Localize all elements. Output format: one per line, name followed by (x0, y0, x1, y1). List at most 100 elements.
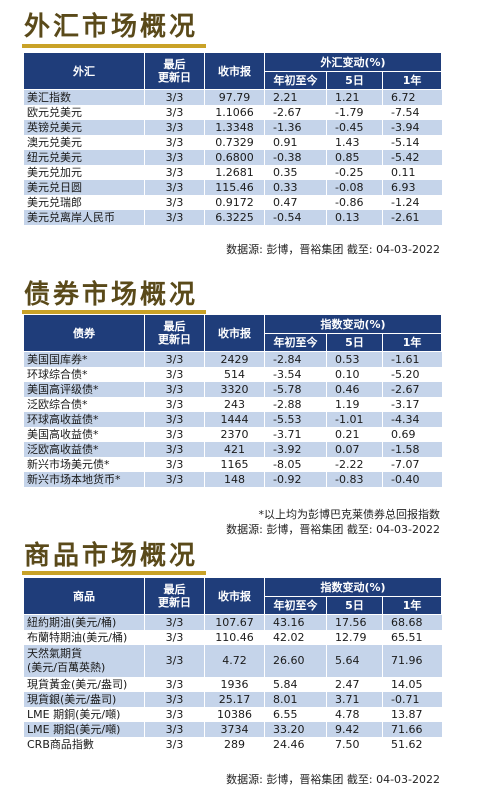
row-5d: 1.43 (326, 135, 383, 150)
commodity-title: 商品市场概况 (24, 541, 199, 571)
row-1y: -1.58 (381, 442, 442, 457)
row-date: 3/3 (144, 722, 205, 737)
col-header-name: 外汇 (23, 52, 145, 90)
commodity-table-header: 商品 最后 更新日 收市报 指数变动(%) 年初至今 5日 1年 (23, 577, 443, 615)
fx-table: 外汇 最后 更新日 收市报 外汇变动(%) 年初至今 5日 1年 美汇指数 3/3 97.79 2.… (23, 52, 443, 225)
row-5d: -0.45 (326, 120, 383, 135)
row-1y: 51.62 (381, 737, 442, 752)
col-header-5d: 5日 (326, 71, 383, 90)
row-date: 3/3 (144, 89, 205, 105)
row-close: 1936 (204, 677, 265, 692)
row-1y: -7.07 (381, 457, 442, 472)
row-date: 3/3 (144, 120, 205, 135)
row-date: 3/3 (144, 442, 205, 457)
row-1y: 6.93 (381, 180, 442, 195)
row-5d: 1.21 (326, 89, 383, 105)
row-5d: -1.01 (326, 412, 383, 427)
row-close: 6.3225 (204, 210, 265, 225)
row-date: 3/3 (144, 397, 205, 412)
bond-title-underline (22, 310, 206, 314)
table-row: 天然氣期貨 (美元/百萬英熱) 3/3 4.72 26.60 5.64 71.96 (23, 645, 442, 677)
row-close: 421 (204, 442, 265, 457)
row-date: 3/3 (144, 150, 205, 165)
row-date: 3/3 (144, 367, 205, 382)
table-row: 环球高收益债* 3/3 1444 -5.53 -1.01 -4.34 (23, 412, 442, 427)
row-close: 1.3348 (204, 120, 265, 135)
row-5d: 7.50 (326, 737, 383, 752)
row-1y: -0.40 (381, 472, 442, 487)
table-row: 美元兑瑞郎 3/3 0.9172 0.47 -0.86 -1.24 (23, 195, 442, 210)
row-ytd: 33.20 (264, 722, 327, 737)
bond-title: 债券市场概况 (24, 280, 199, 310)
row-5d: -0.08 (326, 180, 383, 195)
row-name: 美元兑瑞郎 (23, 195, 145, 210)
col-header-5d: 5日 (326, 333, 383, 352)
fx-table-header: 外汇 最后 更新日 收市报 外汇变动(%) 年初至今 5日 1年 (23, 52, 443, 90)
row-1y: 68.68 (381, 614, 442, 630)
row-1y: 71.96 (381, 645, 442, 677)
fx-source: 数据源: 彭博，晋裕集团 截至: 04-03-2022 (226, 243, 440, 256)
row-ytd: 8.01 (264, 692, 327, 707)
table-row: 新兴市场本地货币* 3/3 148 -0.92 -0.83 -0.40 (23, 472, 442, 487)
row-name: 布蘭特期油(美元/桶) (23, 630, 145, 645)
row-1y: -2.61 (381, 210, 442, 225)
row-5d: 0.53 (326, 351, 383, 367)
row-close: 514 (204, 367, 265, 382)
table-row: 泛欧综合债* 3/3 243 -2.88 1.19 -3.17 (23, 397, 442, 412)
row-name: LME 期鋁(美元/噸) (23, 722, 145, 737)
row-5d: 0.46 (326, 382, 383, 397)
row-close: 10386 (204, 707, 265, 722)
row-1y: 65.51 (381, 630, 442, 645)
row-1y: -3.17 (381, 397, 442, 412)
bond-section: 债券市场概况 债券 最后 更新日 收市报 指数变动(%) 年初至今 5日 1年 美国国库券* 3… (0, 270, 478, 540)
row-close: 97.79 (204, 89, 265, 105)
table-row: 美国高评级债* 3/3 3320 -5.78 0.46 -2.67 (23, 382, 442, 397)
row-5d: 5.64 (326, 645, 383, 677)
row-ytd: 5.84 (264, 677, 327, 692)
table-row: 纽元兑美元 3/3 0.6800 -0.38 0.85 -5.42 (23, 150, 442, 165)
row-close: 4.72 (204, 645, 265, 677)
row-date: 3/3 (144, 614, 205, 630)
table-row: CRB商品指數 3/3 289 24.46 7.50 51.62 (23, 737, 442, 752)
row-ytd: -3.71 (264, 427, 327, 442)
table-row: 紐約期油(美元/桶) 3/3 107.67 43.16 17.56 68.68 (23, 614, 442, 630)
row-ytd: -0.54 (264, 210, 327, 225)
row-close: 3734 (204, 722, 265, 737)
row-close: 1165 (204, 457, 265, 472)
table-row: 現貨銀(美元/盎司) 3/3 25.17 8.01 3.71 -0.71 (23, 692, 442, 707)
row-date: 3/3 (144, 677, 205, 692)
row-5d: -0.86 (326, 195, 383, 210)
row-1y: -2.67 (381, 382, 442, 397)
row-ytd: -0.92 (264, 472, 327, 487)
row-date: 3/3 (144, 105, 205, 120)
row-name: 美元兑日圆 (23, 180, 145, 195)
row-1y: -0.71 (381, 692, 442, 707)
row-5d: 0.13 (326, 210, 383, 225)
col-header-change-group: 外汇变动(%) (263, 52, 443, 72)
col-header-updated: 最后 更新日 (144, 577, 205, 615)
row-name: 环球综合债* (23, 367, 145, 382)
col-header-change-group: 指数变动(%) (263, 577, 443, 597)
table-row: 現貨黃金(美元/盎司) 3/3 1936 5.84 2.47 14.05 (23, 677, 442, 692)
row-date: 3/3 (144, 630, 205, 645)
row-date: 3/3 (144, 707, 205, 722)
fx-section: 外汇市场概况 外汇 最后 更新日 收市报 外汇变动(%) 年初至今 5日 1年 美汇指数 3/3… (0, 0, 478, 260)
row-ytd: -3.92 (264, 442, 327, 457)
row-date: 3/3 (144, 645, 205, 677)
row-5d: 0.10 (326, 367, 383, 382)
table-row: 美元兑离岸人民币 3/3 6.3225 -0.54 0.13 -2.61 (23, 210, 442, 225)
table-row: LME 期銅(美元/噸) 3/3 10386 6.55 4.78 13.87 (23, 707, 442, 722)
row-ytd: -3.54 (264, 367, 327, 382)
row-5d: -2.22 (326, 457, 383, 472)
col-header-1y: 1年 (381, 333, 443, 352)
row-5d: 1.19 (326, 397, 383, 412)
row-close: 25.17 (204, 692, 265, 707)
table-row: LME 期鋁(美元/噸) 3/3 3734 33.20 9.42 71.66 (23, 722, 442, 737)
row-close: 2429 (204, 351, 265, 367)
row-1y: -1.24 (381, 195, 442, 210)
row-ytd: -0.38 (264, 150, 327, 165)
table-row: 澳元兑美元 3/3 0.7329 0.91 1.43 -5.14 (23, 135, 442, 150)
row-ytd: 0.33 (264, 180, 327, 195)
table-row: 布蘭特期油(美元/桶) 3/3 110.46 42.02 12.79 65.51 (23, 630, 442, 645)
row-close: 1.1066 (204, 105, 265, 120)
